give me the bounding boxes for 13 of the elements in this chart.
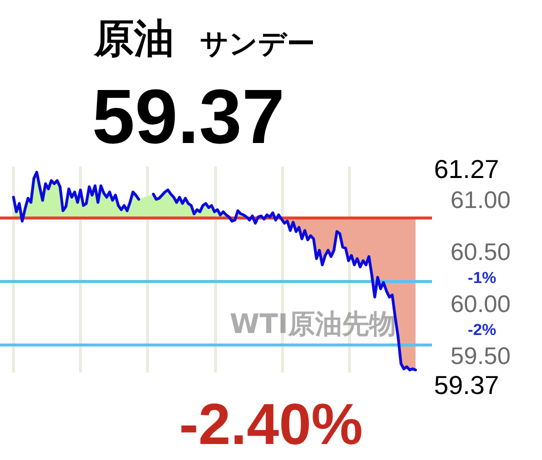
text: -1% <box>468 270 496 287</box>
text: -2% <box>468 322 496 339</box>
y-tick-label: 61.00 <box>450 186 511 214</box>
y-tick-label: 60.00 <box>450 290 511 318</box>
y-tick-label: 59.50 <box>450 342 511 370</box>
chart-subtitle: サンデー <box>200 27 315 60</box>
chart-title: 原油 <box>93 16 174 62</box>
text: 61.27 <box>434 154 500 184</box>
text: 59.37 <box>434 370 500 400</box>
annotation: WTI原油先物 <box>230 309 396 340</box>
y-tick-label: 60.50 <box>450 238 511 266</box>
text: -2.40% <box>179 392 363 457</box>
text: 59.37 <box>92 74 285 160</box>
